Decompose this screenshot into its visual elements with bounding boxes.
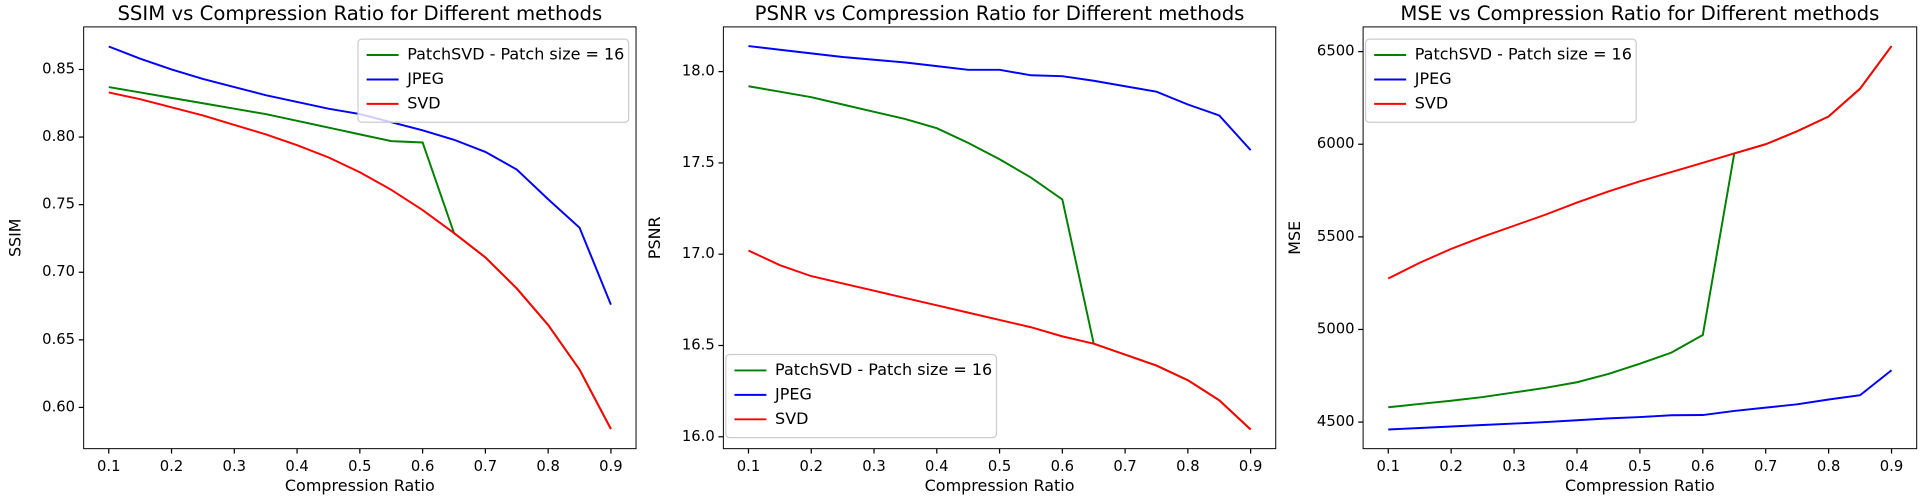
y-tick-label: 0.80 — [42, 128, 75, 145]
legend-label: PatchSVD - Patch size = 16 — [1415, 45, 1632, 64]
panel: PSNR vs Compression Ratio for Different … — [645, 2, 1277, 495]
y-axis-label: SSIM — [5, 218, 24, 257]
y-tick-label: 4500 — [1317, 413, 1355, 430]
x-tick-label: 0.3 — [223, 458, 246, 475]
panel: SSIM vs Compression Ratio for Different … — [5, 2, 637, 495]
series-line — [108, 91, 612, 430]
y-tick-label: 0.75 — [42, 196, 75, 213]
y-tick-label: 17.0 — [682, 245, 715, 262]
panel: MSE vs Compression Ratio for Different m… — [1285, 2, 1918, 495]
y-tick-label: 16.5 — [682, 337, 715, 354]
x-tick-label: 0.3 — [862, 458, 885, 475]
x-tick-label: 0.6 — [411, 458, 434, 475]
legend: PatchSVD - Patch size = 16 JPEG SVD — [1364, 38, 1637, 123]
x-tick-label: 0.5 — [988, 458, 1011, 475]
y-axis-label: MSE — [1285, 221, 1304, 255]
x-tick-label: 0.5 — [1628, 458, 1651, 475]
x-tick-label: 0.4 — [925, 458, 948, 475]
x-tick-label: 0.3 — [1502, 458, 1525, 475]
legend-label: JPEG — [1414, 69, 1452, 88]
x-tick-label: 0.2 — [1439, 458, 1462, 475]
y-tick-label: 16.0 — [682, 428, 715, 445]
y-tick-label: 0.85 — [42, 61, 75, 78]
x-tick-label: 0.1 — [97, 458, 120, 475]
y-tick-label: 6500 — [1317, 43, 1355, 60]
legend-label: SVD — [1415, 93, 1448, 112]
x-tick-label: 0.2 — [800, 458, 823, 475]
series-line — [748, 249, 1252, 431]
legend-label: JPEG — [774, 384, 812, 403]
legend: PatchSVD - Patch size = 16 JPEG SVD — [357, 38, 630, 123]
y-tick-label: 5500 — [1317, 228, 1355, 245]
x-tick-label: 0.5 — [348, 458, 371, 475]
series-line — [1388, 369, 1893, 431]
legend-box — [357, 38, 630, 123]
plot-frame — [83, 26, 637, 450]
y-tick-label: 5000 — [1317, 320, 1355, 337]
series-line — [1387, 45, 1893, 280]
legend-label: SVD — [775, 409, 808, 428]
x-tick-label: 0.6 — [1051, 458, 1074, 475]
x-tick-label: 0.6 — [1691, 458, 1714, 475]
x-tick-label: 0.1 — [1377, 458, 1400, 475]
legend-box — [1364, 38, 1637, 123]
chart-title: PSNR vs Compression Ratio for Different … — [755, 2, 1245, 25]
plot-frame — [722, 26, 1277, 450]
y-tick-label: 0.70 — [42, 263, 75, 280]
y-axis-label: PSNR — [645, 216, 664, 259]
legend-label: PatchSVD - Patch size = 16 — [775, 360, 992, 379]
y-tick-label: 0.65 — [42, 331, 75, 348]
legend: PatchSVD - Patch size = 16 JPEG SVD — [725, 353, 998, 439]
x-axis-label: Compression Ratio — [925, 476, 1075, 495]
x-tick-label: 0.7 — [1754, 458, 1777, 475]
x-tick-label: 0.7 — [1113, 458, 1136, 475]
x-tick-label: 0.7 — [474, 458, 497, 475]
y-tick-label: 6000 — [1317, 135, 1355, 152]
x-tick-label: 0.4 — [285, 458, 308, 475]
x-tick-label: 0.8 — [1176, 458, 1199, 475]
chart-title: SSIM vs Compression Ratio for Different … — [117, 2, 602, 25]
legend-box — [725, 353, 998, 439]
x-tick-label: 0.1 — [737, 458, 760, 475]
x-tick-label: 0.8 — [1817, 458, 1840, 475]
plot-frame — [1362, 26, 1918, 450]
x-tick-label: 0.8 — [536, 458, 559, 475]
y-tick-label: 18.0 — [682, 63, 715, 80]
chart-title: MSE vs Compression Ratio for Different m… — [1400, 2, 1879, 25]
x-tick-label: 0.9 — [1239, 458, 1262, 475]
x-axis-label: Compression Ratio — [285, 476, 435, 495]
x-tick-label: 0.9 — [599, 458, 622, 475]
legend-label: SVD — [407, 93, 440, 112]
series-line — [108, 86, 612, 430]
legend-label: JPEG — [406, 69, 444, 88]
x-axis-label: Compression Ratio — [1565, 476, 1715, 495]
y-tick-label: 17.5 — [682, 154, 715, 171]
y-tick-label: 0.60 — [42, 398, 75, 415]
x-tick-label: 0.2 — [160, 458, 183, 475]
series-line — [748, 45, 1252, 151]
x-tick-label: 0.4 — [1565, 458, 1588, 475]
x-tick-label: 0.9 — [1880, 458, 1903, 475]
legend-label: PatchSVD - Patch size = 16 — [407, 45, 624, 64]
